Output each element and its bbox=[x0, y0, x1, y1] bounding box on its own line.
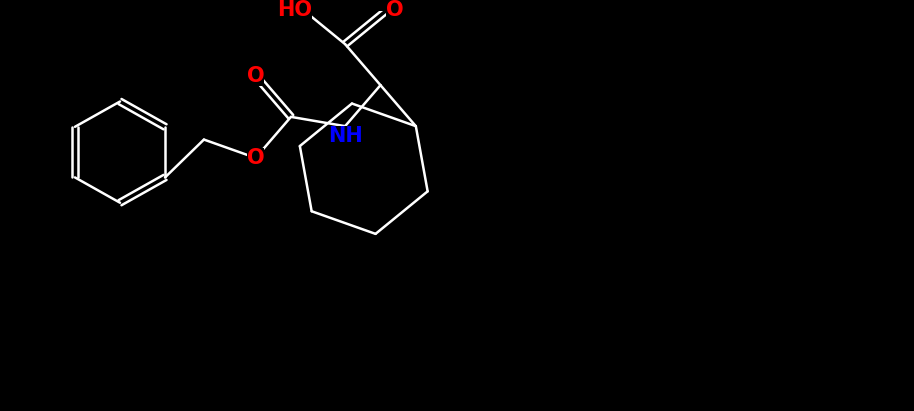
Text: O: O bbox=[247, 148, 264, 168]
Text: O: O bbox=[387, 0, 404, 20]
Text: NH: NH bbox=[328, 126, 363, 146]
Text: HO: HO bbox=[278, 0, 313, 20]
Text: O: O bbox=[247, 66, 264, 86]
